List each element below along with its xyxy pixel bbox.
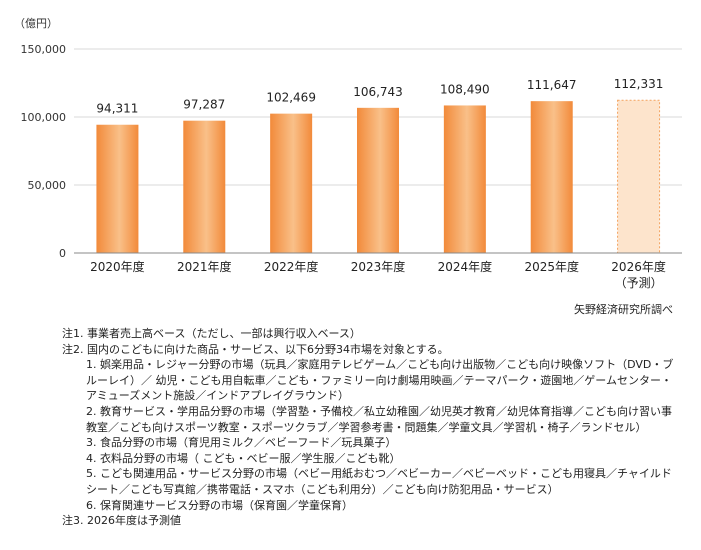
source-credit: 矢野経済研究所調べ	[574, 303, 673, 316]
data-label: 106,743	[353, 85, 403, 99]
bar	[96, 124, 139, 254]
x-tick-label: 2022年度	[264, 259, 319, 274]
data-label: 112,331	[614, 77, 664, 91]
data-label: 108,490	[440, 82, 490, 96]
x-tick-sublabel: （予測）	[615, 276, 663, 290]
y-tick-label: 50,000	[28, 179, 67, 192]
bar-forecast	[617, 99, 661, 254]
note-1: 注1. 事業者売上高ベース（ただし、一部は興行収入ベース）	[62, 327, 361, 340]
note-2-item-6: 6. 保育関連サービス分野の市場（保育園／学童保育）	[86, 498, 353, 512]
data-label: 111,647	[527, 78, 577, 92]
data-label: 94,311	[96, 102, 138, 116]
note-2: 注2. 国内のこどもに向けた商品・サービス、以下6分野34市場を対象とする。	[62, 342, 449, 356]
x-tick-label: 2025年度	[524, 259, 579, 274]
bar	[443, 105, 486, 253]
y-tick-label: 150,000	[21, 43, 67, 56]
notes-section: 注1. 事業者売上高ベース（ただし、一部は興行収入ベース） 注2. 国内のこども…	[62, 326, 682, 529]
note-2-item-4: 4. 衣料品分野の市場（ こども・ベビー服／学生服／こども靴）	[86, 451, 401, 465]
note-2-item-3: 3. 食品分野の市場（育児用ミルク／ベビーフード／玩具菓子）	[86, 436, 397, 450]
x-tick-label: 2024年度	[438, 259, 493, 274]
data-label: 102,469	[266, 91, 316, 105]
bar	[357, 107, 399, 253]
bars	[96, 99, 661, 254]
y-axis-unit-label: （億円）	[14, 17, 58, 30]
y-axis-ticks: 0 50,000 100,000 150,000	[21, 43, 67, 260]
x-tick-label: 2020年度	[90, 259, 145, 274]
data-labels: 94,311 97,287 102,469 106,743 108,490 111,647…	[96, 77, 663, 116]
x-tick-label: 2021年度	[177, 259, 232, 274]
bar	[270, 113, 313, 254]
bar-chart: （億円） 0 50,000 100,000 150,000 94,311 97,287 1…	[14, 17, 682, 290]
y-tick-label: 0	[59, 247, 66, 260]
x-tick-label: 2023年度	[351, 259, 406, 274]
note-3: 注3. 2026年度は予測値	[62, 514, 181, 528]
data-label: 97,287	[183, 98, 225, 112]
x-axis-labels: 2020年度 2021年度 2022年度 2023年度 2024年度 2025年度 2026…	[90, 259, 666, 290]
bar	[183, 120, 226, 253]
note-2-item-1: 1. 娯楽用品・レジャー分野の市場（玩具／家庭用テレビゲーム／こども向け出版物／…	[86, 358, 674, 403]
bar	[530, 101, 573, 253]
y-tick-label: 100,000	[21, 111, 67, 124]
note-2-item-2: 2. 教育サービス・学用品分野の市場（学習塾・予備校／私立幼稚園／幼児英才教育／…	[86, 404, 672, 434]
note-2-item-5: 5. こども関連用品・サービス分野の市場（ベビー用紙おむつ／ベビーカー／ベビーベ…	[86, 467, 672, 496]
x-tick-label: 2026年度	[611, 259, 666, 274]
